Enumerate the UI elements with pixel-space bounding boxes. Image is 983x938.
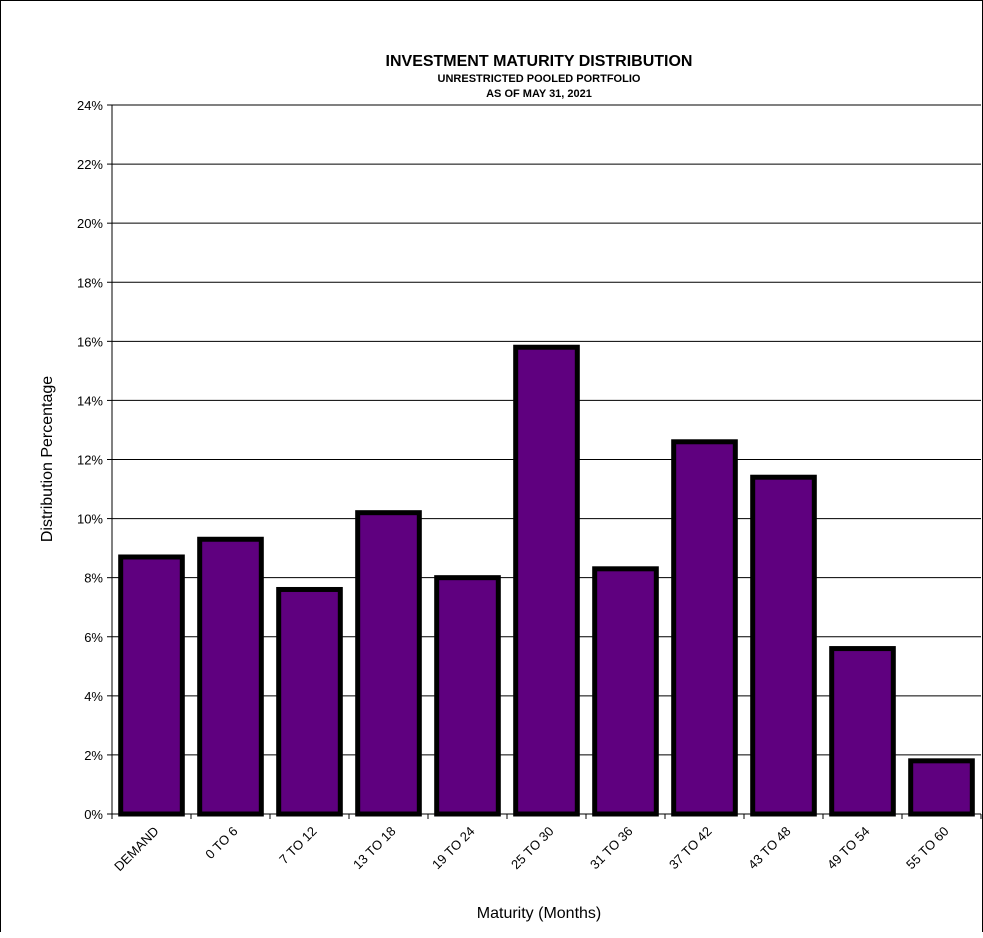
x-tick-label: 19 TO 24: [429, 824, 478, 873]
chart-subtitle-line-1: UNRESTRICTED POOLED PORTFOLIO: [438, 73, 641, 85]
bar: [197, 536, 264, 817]
chart-subtitle-line-2: AS OF MAY 31, 2021: [486, 88, 592, 100]
bar: [513, 344, 580, 817]
x-tick-label: 43 TO 48: [745, 824, 794, 873]
y-tick-label: 0%: [84, 807, 103, 822]
x-tick-label: 25 TO 30: [508, 824, 557, 873]
x-tick-label: 7 TO 12: [276, 824, 319, 867]
x-tick-label: 49 TO 54: [824, 824, 873, 873]
chart-title: INVESTMENT MATURITY DISTRIBUTION: [386, 53, 693, 70]
y-tick-label: 16%: [77, 334, 103, 349]
y-axis-ticks: 0% 2% 4% 6% 8% 10% 12% 14% 16% 18% 20% 22% 24%: [77, 98, 112, 822]
y-tick-label: 24%: [77, 98, 103, 113]
y-tick-label: 22%: [77, 157, 103, 172]
y-tick-label: 8%: [84, 571, 103, 586]
bar: [276, 586, 343, 817]
x-axis-title: Maturity (Months): [477, 905, 601, 922]
bar: [434, 575, 501, 817]
x-tick-label: 37 TO 42: [666, 824, 715, 873]
bar: [671, 439, 738, 817]
y-tick-label: 18%: [77, 275, 103, 290]
y-tick-label: 12%: [77, 453, 103, 468]
x-axis-ticks: DEMAND 0 TO 6 7 TO 12 13 TO 18 19 TO 24 25 TO…: [111, 814, 982, 874]
bar: [908, 758, 975, 817]
bar: [355, 510, 422, 817]
y-tick-label: 14%: [77, 393, 103, 408]
x-tick-label: 55 TO 60: [903, 824, 952, 873]
x-tick-label: DEMAND: [111, 824, 161, 874]
y-tick-label: 2%: [84, 748, 103, 763]
x-tick-label: 0 TO 6: [202, 824, 240, 862]
bar: [750, 474, 817, 817]
y-tick-label: 4%: [84, 689, 103, 704]
bar: [829, 646, 896, 817]
bar: [118, 554, 185, 817]
y-tick-label: 10%: [77, 512, 103, 527]
x-tick-label: 31 TO 36: [587, 824, 636, 873]
y-axis-title: Distribution Percentage: [39, 376, 56, 542]
x-tick-label: 13 TO 18: [350, 824, 399, 873]
bars: [118, 344, 975, 817]
y-tick-label: 20%: [77, 216, 103, 231]
bar: [592, 566, 659, 817]
y-tick-label: 6%: [84, 630, 103, 645]
